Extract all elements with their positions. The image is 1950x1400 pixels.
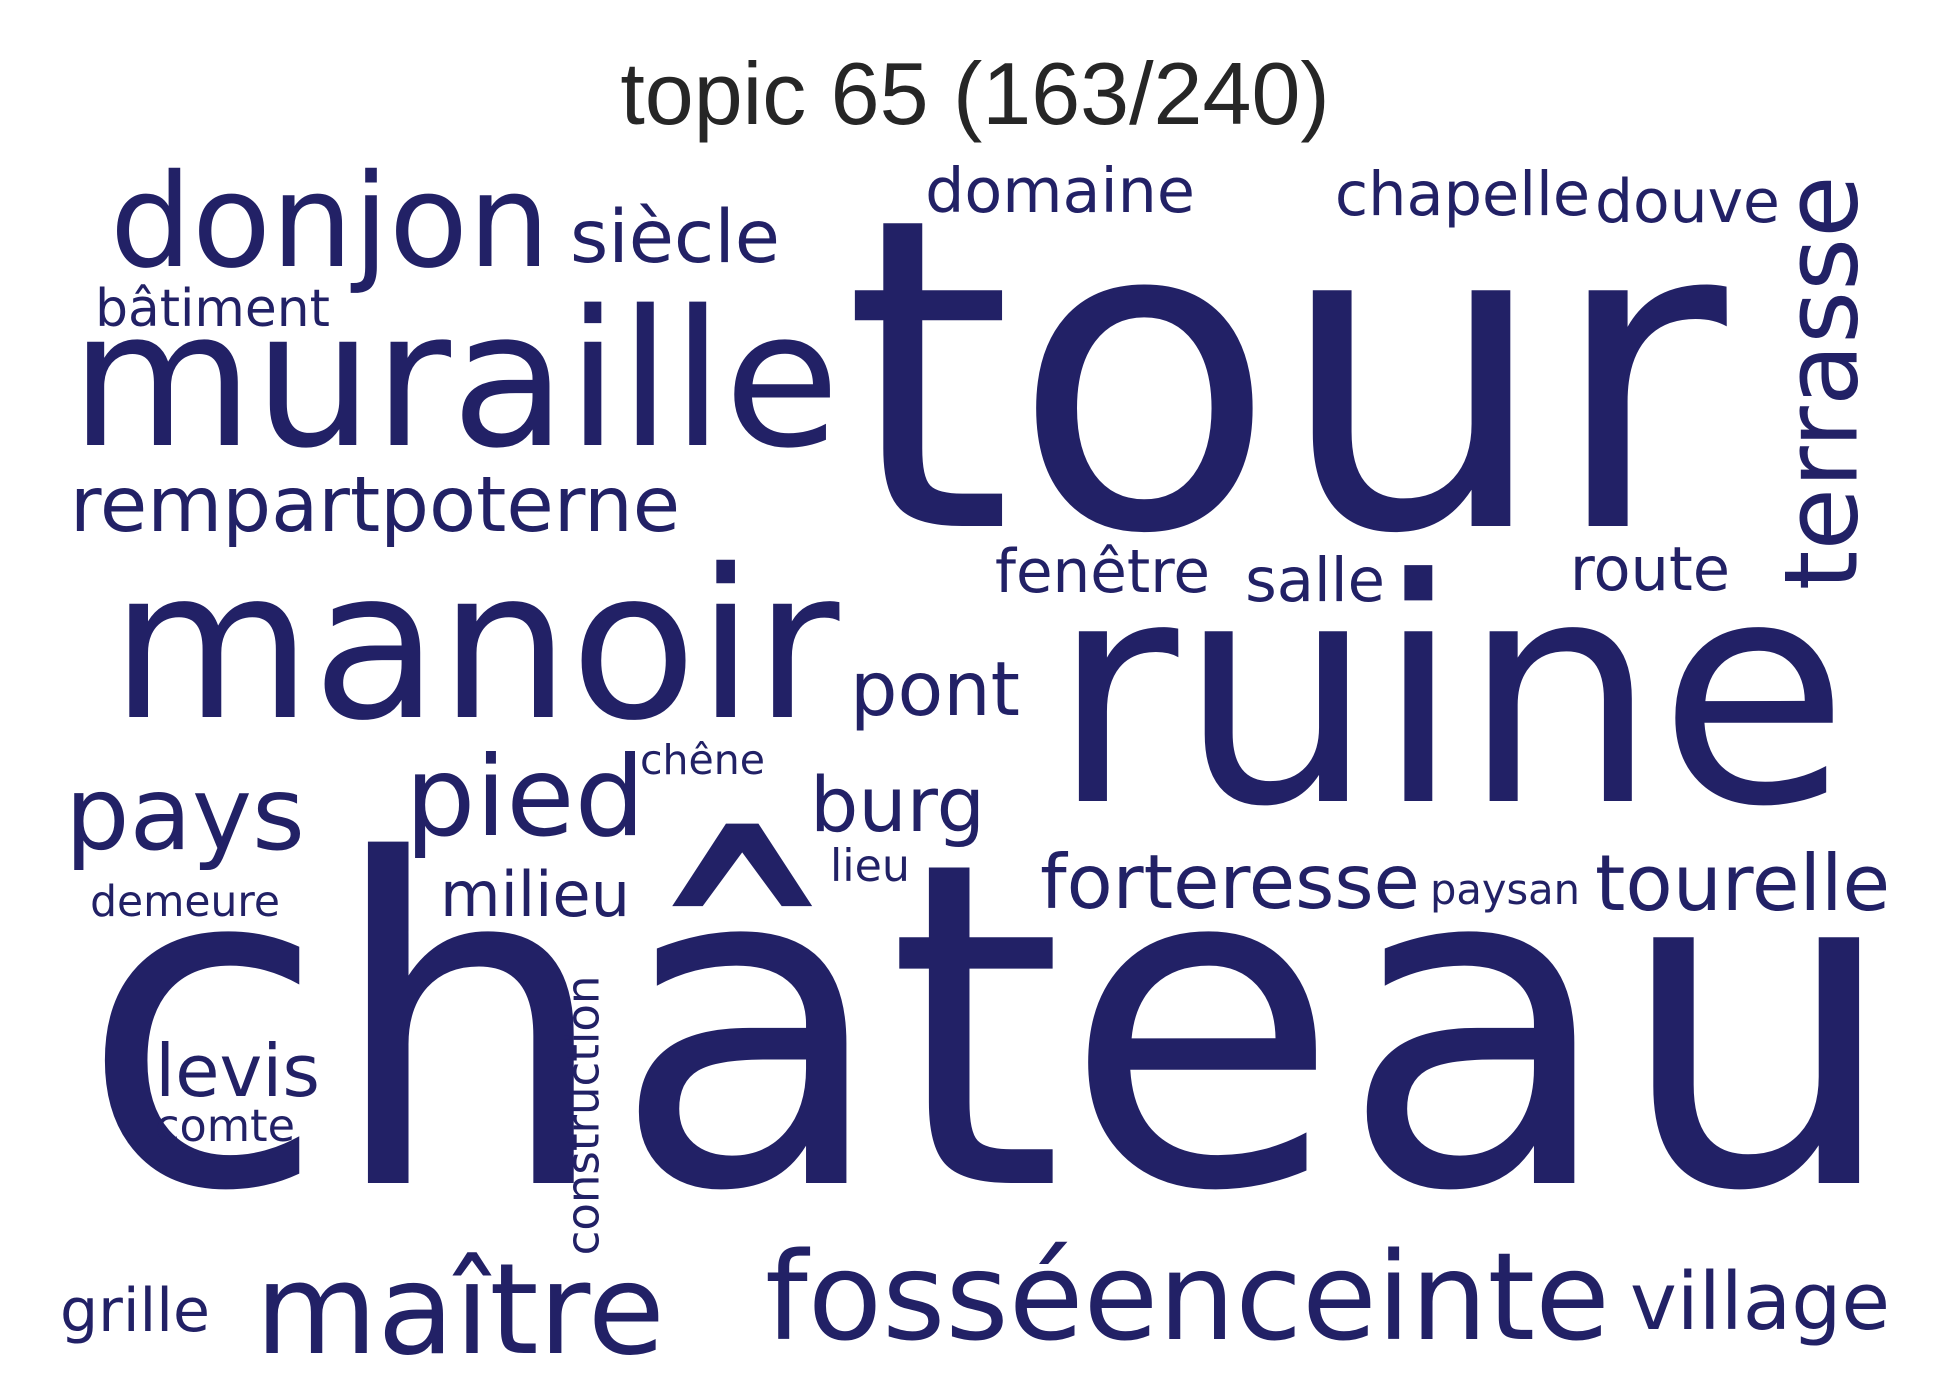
word-rempartpoterne: rempartpoterne	[69, 460, 681, 550]
word-comte: comte	[155, 1101, 295, 1153]
word-milieu: milieu	[440, 857, 631, 931]
word-tour: tour	[843, 125, 1727, 628]
word-village: village	[1630, 1256, 1891, 1348]
word-siecle: siècle	[570, 194, 780, 280]
word-chateau: château	[80, 765, 1900, 1289]
word-pont: pont	[850, 645, 1020, 733]
word-muraille: muraille	[70, 269, 840, 490]
word-lieu: lieu	[830, 841, 910, 893]
word-manoir: manoir	[110, 524, 840, 766]
word-tourelle: tourelle	[1595, 839, 1891, 930]
word-levis: levis	[155, 1030, 320, 1115]
word-pays: pays	[65, 755, 306, 874]
word-paysan: paysan	[1430, 865, 1581, 915]
word-donjon: donjon	[109, 146, 550, 297]
word-ruine: ruine	[1050, 513, 1850, 875]
word-fosseenceinte: fosséenceinte	[765, 1225, 1610, 1368]
word-construction: construction	[556, 975, 610, 1255]
word-demeure: demeure	[90, 877, 280, 927]
word-douve: douve	[1595, 166, 1780, 237]
word-fenetre: fenêtre	[995, 537, 1210, 607]
word-salle: salle	[1245, 545, 1385, 616]
word-maitre: maître	[255, 1236, 665, 1384]
word-pied: pied	[405, 733, 646, 862]
word-burg: burg	[810, 759, 985, 849]
word-chapelle: chapelle	[1334, 159, 1591, 230]
word-route: route	[1569, 534, 1730, 605]
word-batiment: bâtiment	[95, 279, 330, 340]
word-domaine: domaine	[925, 155, 1195, 227]
word-terrasse: terrasse	[1762, 174, 1881, 590]
word-grille: grille	[60, 1276, 210, 1346]
word-chene: chêne	[640, 736, 765, 784]
word-forteresse: forteresse	[1040, 837, 1420, 926]
chart-title: topic 65 (163/240)	[620, 44, 1330, 143]
